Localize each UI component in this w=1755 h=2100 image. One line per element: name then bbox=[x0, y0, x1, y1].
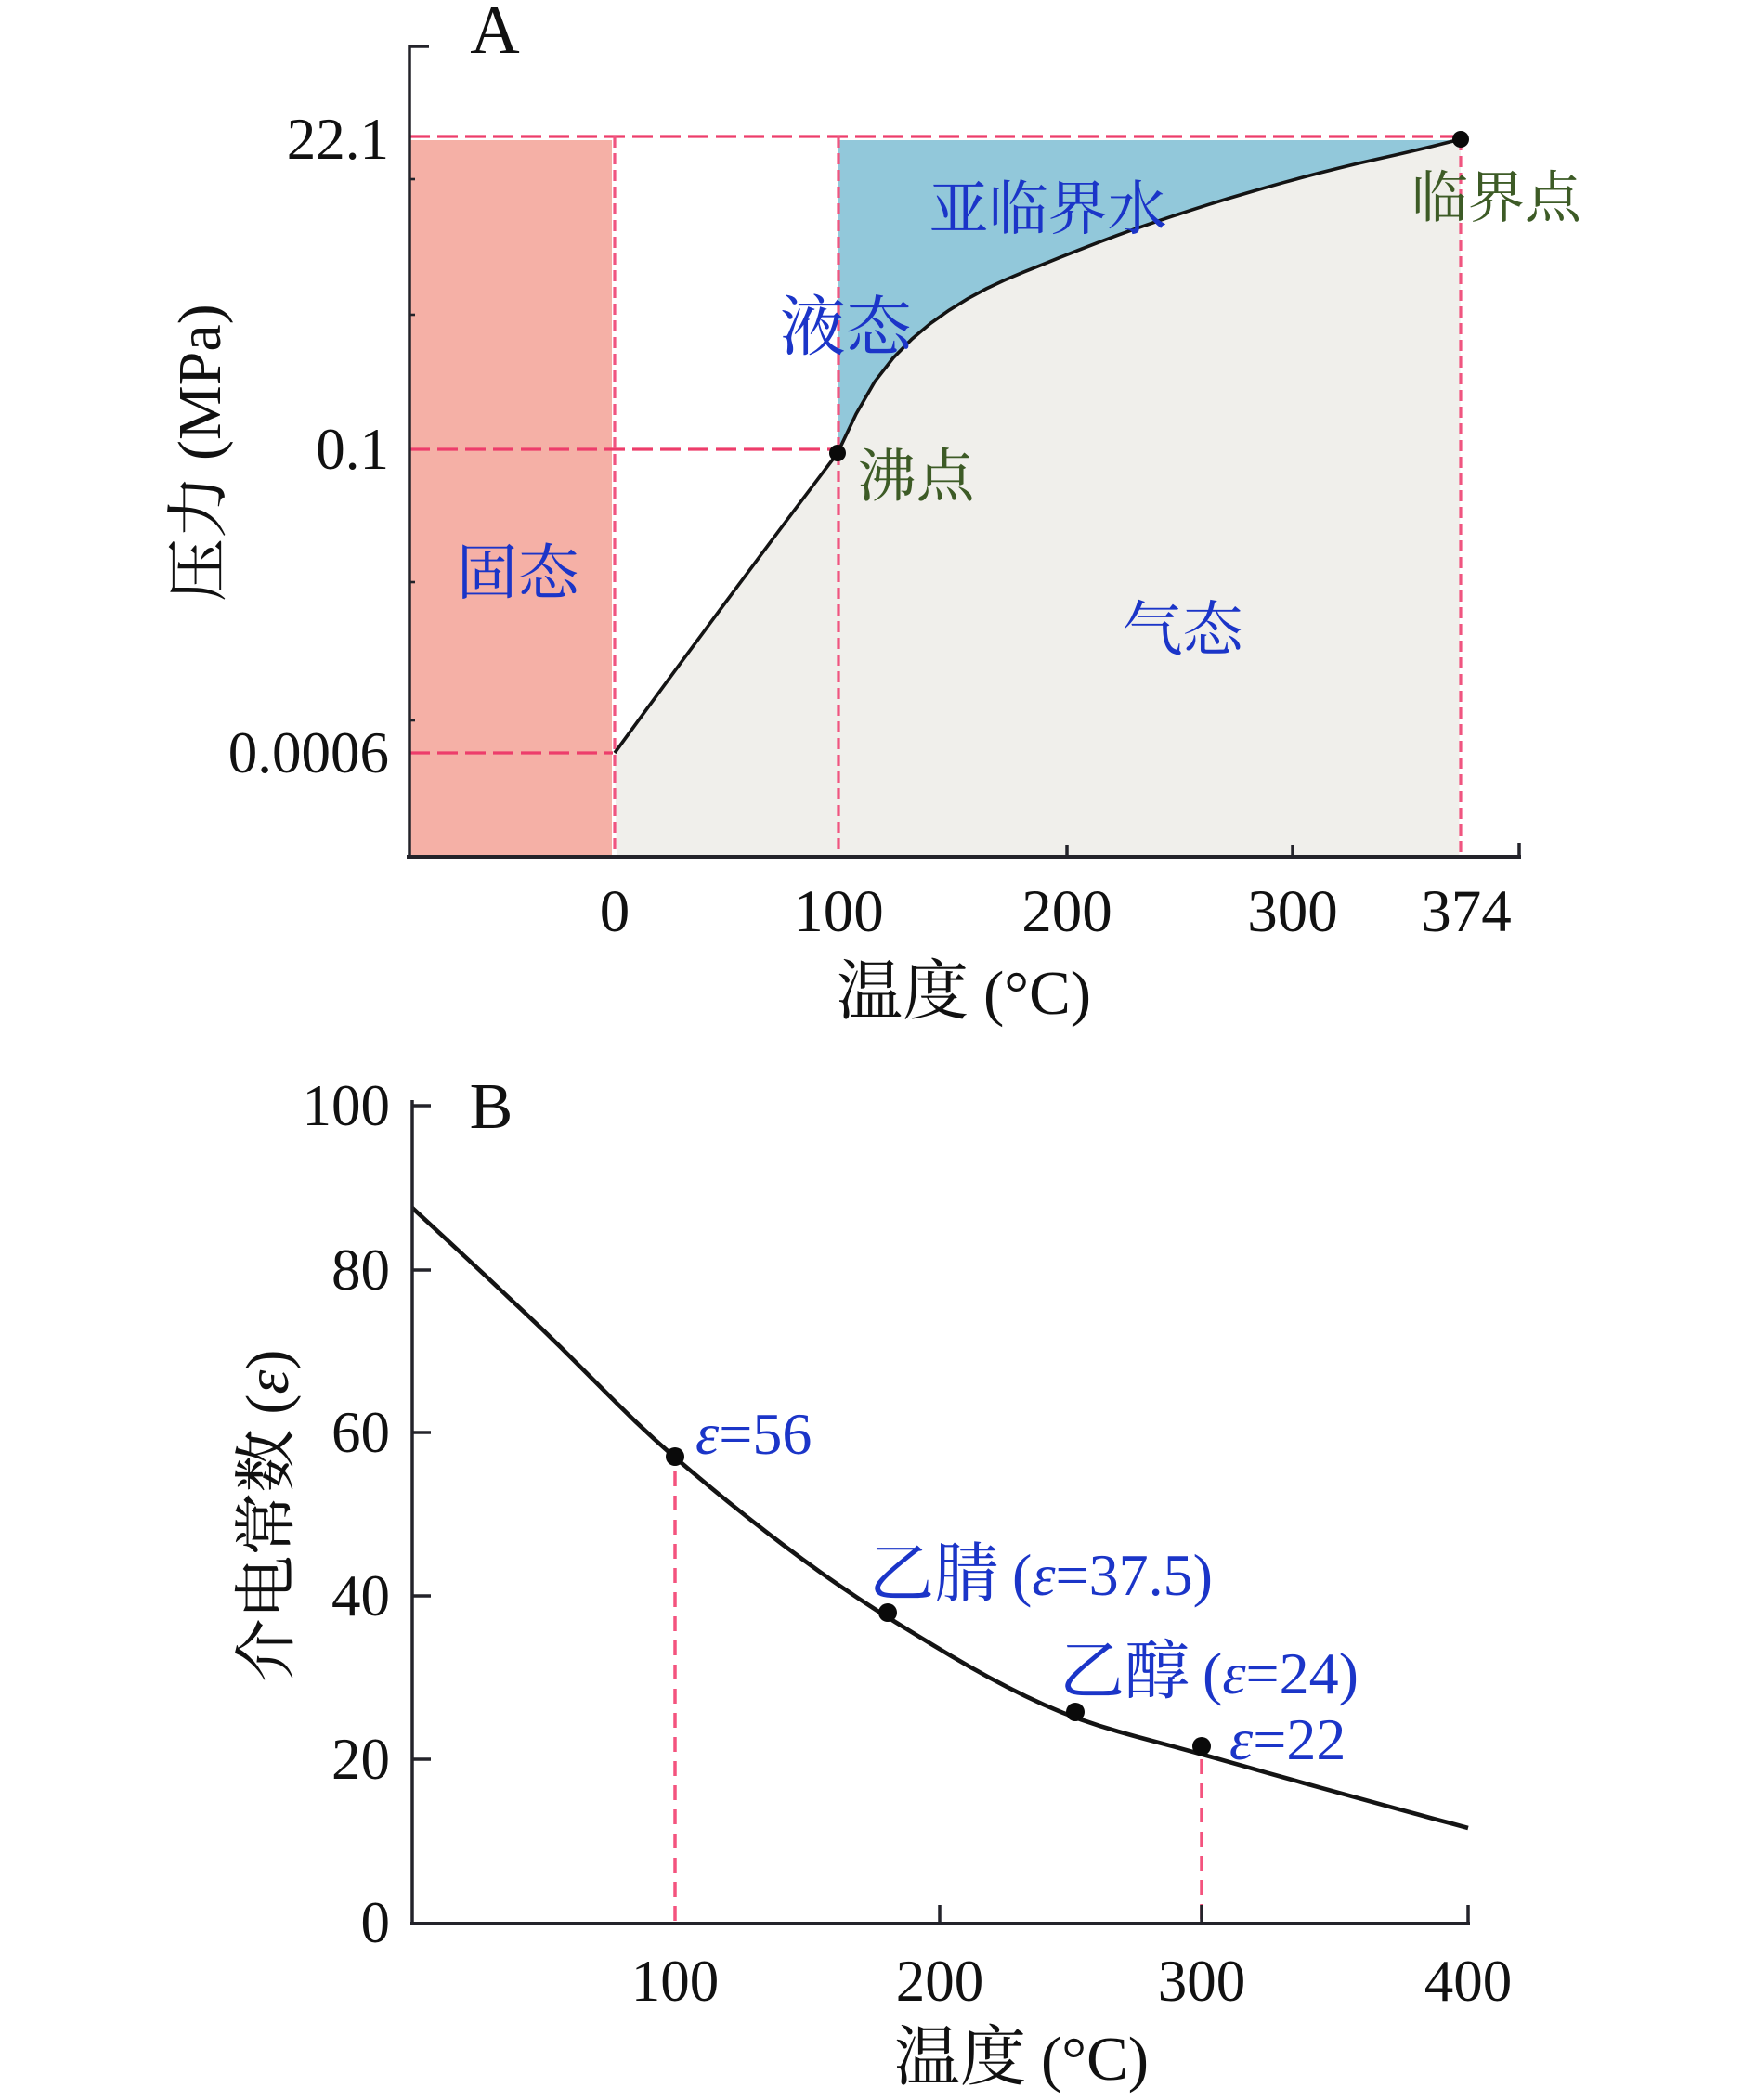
svg-text:B: B bbox=[470, 1071, 514, 1143]
svg-text:A: A bbox=[470, 0, 519, 69]
svg-text:(°C): (°C) bbox=[983, 959, 1091, 1028]
svg-text:(MPa): (MPa) bbox=[166, 304, 234, 460]
svg-text:(ε=37.5): (ε=37.5) bbox=[1012, 1542, 1213, 1608]
svg-text:20: 20 bbox=[332, 1727, 390, 1792]
svg-text:(ε=24): (ε=24) bbox=[1202, 1640, 1358, 1706]
svg-text:300: 300 bbox=[1158, 1949, 1246, 2014]
svg-text:60: 60 bbox=[332, 1400, 390, 1465]
svg-text:100: 100 bbox=[631, 1949, 720, 2014]
svg-text:40: 40 bbox=[332, 1563, 390, 1628]
svg-text:100: 100 bbox=[793, 878, 884, 945]
svg-text:(°C): (°C) bbox=[1041, 2025, 1149, 2094]
svg-text:ε=56: ε=56 bbox=[696, 1401, 812, 1467]
svg-text:0.0006: 0.0006 bbox=[228, 720, 389, 785]
svg-text:400: 400 bbox=[1424, 1949, 1513, 2014]
svg-text:0: 0 bbox=[600, 878, 630, 945]
svg-text:0.1: 0.1 bbox=[316, 417, 389, 482]
svg-text:374: 374 bbox=[1421, 878, 1512, 945]
svg-text:(ε): (ε) bbox=[234, 1350, 302, 1415]
svg-text:0: 0 bbox=[361, 1890, 391, 1955]
svg-text:100: 100 bbox=[303, 1073, 391, 1138]
svg-text:200: 200 bbox=[1021, 878, 1112, 945]
svg-text:ε=22: ε=22 bbox=[1229, 1706, 1346, 1772]
svg-text:80: 80 bbox=[332, 1238, 390, 1303]
svg-text:200: 200 bbox=[896, 1949, 984, 2014]
svg-text:300: 300 bbox=[1247, 878, 1338, 945]
svg-text:22.1: 22.1 bbox=[287, 107, 389, 172]
